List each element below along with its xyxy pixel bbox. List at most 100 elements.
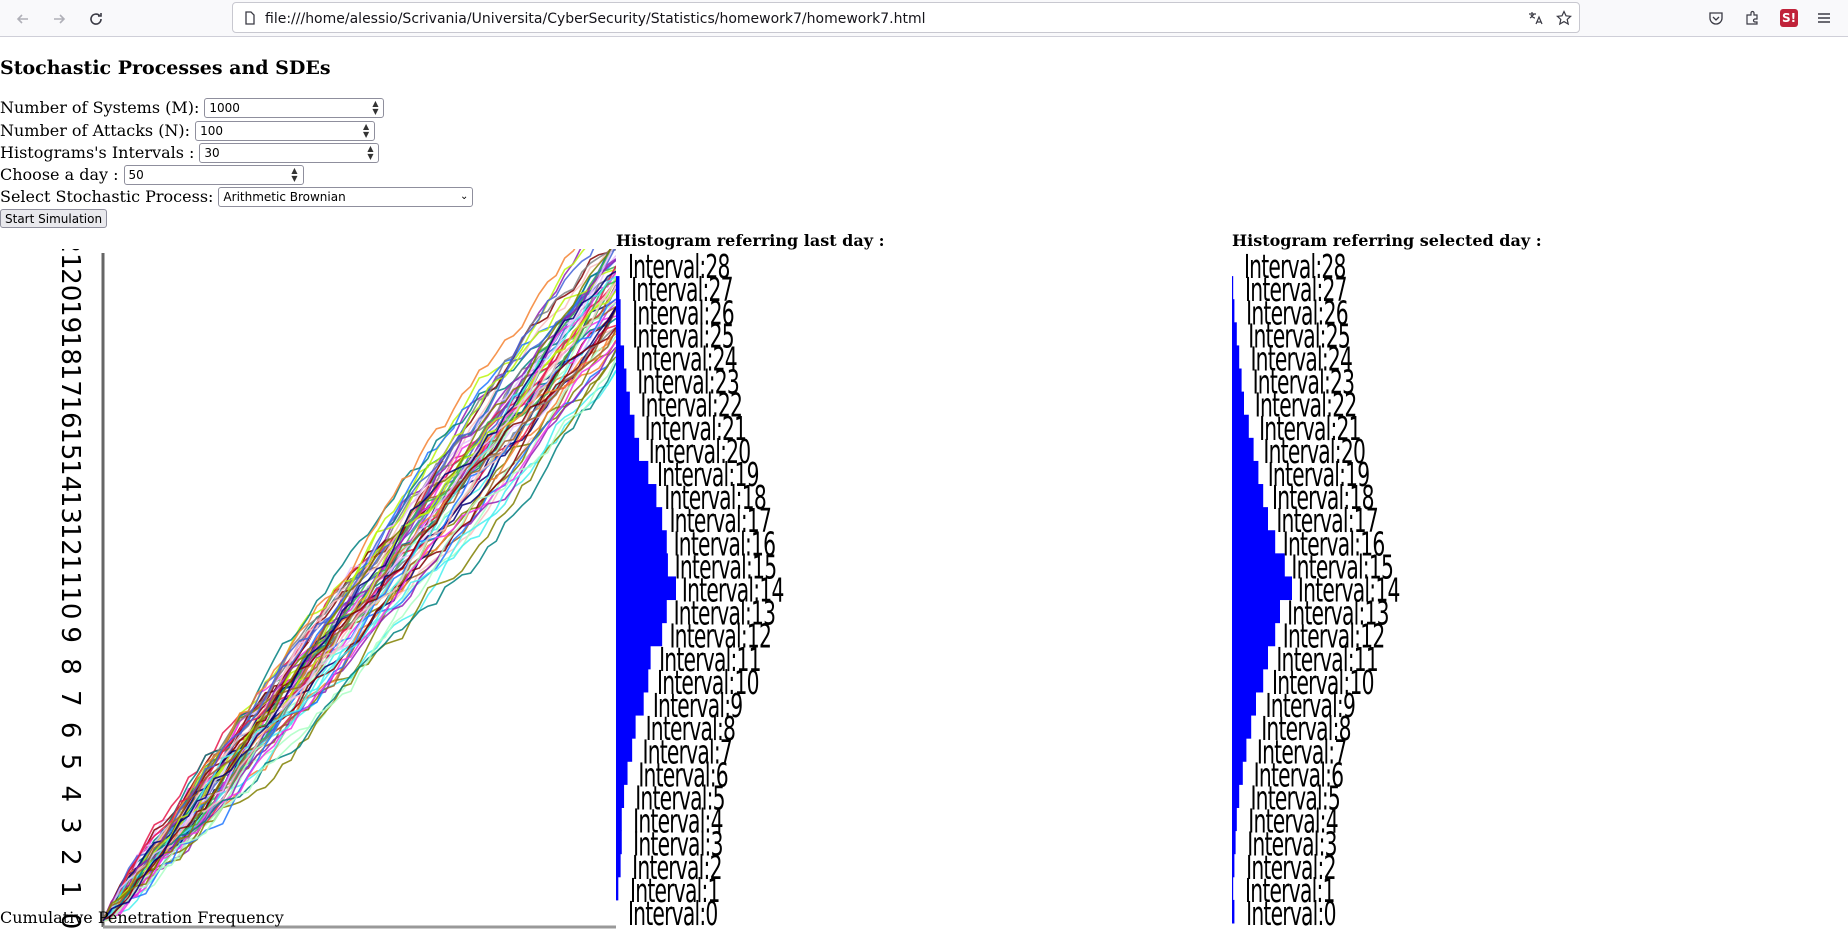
histogram-bar <box>616 830 622 855</box>
series-line <box>102 270 616 922</box>
histogram-bar <box>1232 391 1244 416</box>
histogram-label: Interval:3 <box>633 827 723 864</box>
reload-icon[interactable] <box>84 7 108 31</box>
series-line <box>102 268 616 922</box>
series-line <box>102 326 616 922</box>
spinner-icon[interactable]: ▲ ▼ <box>367 144 374 161</box>
bookmark-star-icon[interactable] <box>1556 10 1572 26</box>
histogram-bar <box>1232 576 1292 601</box>
series-line <box>102 306 616 922</box>
spinner-icon[interactable]: ▲ ▼ <box>372 99 379 116</box>
histogram-label: Interval:7 <box>1257 734 1347 771</box>
spinner-icon[interactable]: ▲ ▼ <box>291 166 298 183</box>
systems-label: Number of Systems (M): <box>0 98 200 117</box>
y-tick-label: 9 <box>55 626 85 643</box>
systems-input[interactable]: 1000 ▲ ▼ <box>204 98 385 118</box>
back-icon[interactable] <box>11 7 35 31</box>
y-tick-label: 17 <box>55 364 85 397</box>
histogram-label: Interval:27 <box>1245 272 1347 309</box>
histogram-bar <box>616 322 621 346</box>
page-icon <box>245 11 255 25</box>
histogram-bar <box>1232 784 1240 808</box>
series-line <box>102 362 616 922</box>
histogram-label: Interval:12 <box>1283 619 1385 656</box>
y-tick-label: 14 <box>55 459 85 492</box>
start-simulation-button[interactable]: Start Simulation <box>0 209 108 228</box>
spinner-icon[interactable]: ▲ ▼ <box>362 122 370 139</box>
histogram-bar <box>616 414 635 439</box>
histogram-label: Interval:17 <box>669 503 771 540</box>
histogram-bar <box>1232 853 1235 878</box>
histogram-bar <box>616 738 633 762</box>
histogram-label: Interval:21 <box>1259 411 1361 448</box>
histogram-bar <box>1232 668 1264 693</box>
histogram-label: Interval:16 <box>1283 527 1385 564</box>
y-tick-label: 0 <box>55 913 85 929</box>
menu-icon[interactable] <box>1816 10 1832 26</box>
histogram-label: Interval:25 <box>632 319 734 356</box>
histogram-bar <box>616 807 622 832</box>
y-tick-label: 19 <box>55 300 85 333</box>
histogram-label: Interval:14 <box>682 573 784 610</box>
histogram-label: Interval:19 <box>1268 457 1370 494</box>
attacks-label: Number of Attacks (N): <box>0 121 191 140</box>
histogram-bar <box>616 345 625 370</box>
process-label: Select Stochastic Process: <box>0 187 214 206</box>
day-input[interactable]: 50 ▲ ▼ <box>123 165 304 185</box>
histogram-bar <box>1232 507 1268 531</box>
translate-icon[interactable] <box>1527 10 1543 26</box>
histogram-label: Interval:14 <box>1298 573 1400 610</box>
y-tick-label: 5 <box>55 754 85 771</box>
histogram-label: Interval:0 <box>1246 896 1336 929</box>
histogram-label: Interval:20 <box>649 434 751 471</box>
y-tick-label: 4 <box>55 785 85 802</box>
day-value: 50 <box>128 168 144 182</box>
histogram-label: Interval:9 <box>1266 688 1356 725</box>
y-tick-label: 20 <box>55 268 85 301</box>
histogram-label: Interval:18 <box>664 480 766 517</box>
histogram-bar <box>1232 807 1237 832</box>
histogram-label: Interval:9 <box>653 688 743 725</box>
histogram-label: Interval:3 <box>1247 827 1337 864</box>
forward-icon[interactable] <box>47 7 71 31</box>
histogram-label: Interval:7 <box>642 734 732 771</box>
histogram-bar <box>616 761 628 785</box>
histogram-bar <box>1232 322 1237 346</box>
process-select[interactable]: Arithmetic Brownian ⌄ <box>218 187 474 207</box>
intervals-input[interactable]: 30 ▲ ▼ <box>199 143 380 163</box>
histogram-bar <box>616 645 651 670</box>
histogram-label: Interval:23 <box>1253 365 1355 402</box>
histogram-bar <box>1232 437 1254 462</box>
pocket-icon[interactable] <box>1708 10 1724 26</box>
histogram-label: Interval:15 <box>675 550 777 587</box>
histogram-label: Interval:17 <box>1276 503 1378 540</box>
day-label: Choose a day : <box>0 165 119 184</box>
histogram-bar <box>1232 553 1285 577</box>
hist-selected-title: Histogram referring selected day : <box>1232 231 1542 250</box>
intervals-row: Histograms's Intervals : 30 ▲ ▼ <box>0 143 380 163</box>
histogram-label: Interval:8 <box>1261 711 1351 748</box>
y-tick-label: 13 <box>55 491 85 524</box>
histogram-label: Interval:26 <box>632 296 734 333</box>
histogram-bar <box>616 391 630 416</box>
page-title: Stochastic Processes and SDEs <box>0 57 331 79</box>
histogram-label: Interval:10 <box>657 665 759 702</box>
y-tick-label: 1 <box>55 881 85 898</box>
process-value: Arithmetic Brownian <box>223 190 346 204</box>
y-tick-label: 16 <box>55 396 85 429</box>
url-bar[interactable]: file:///home/alessio/Scrivania/Universit… <box>232 2 1580 33</box>
histogram-label: Interval:1 <box>630 873 720 910</box>
histogram-label: Interval:16 <box>674 527 776 564</box>
histogram-bar <box>1232 738 1247 762</box>
y-tick-label: 21 <box>55 249 85 270</box>
extension-s-icon[interactable]: S! <box>1780 9 1798 27</box>
histogram-bar <box>1232 761 1243 785</box>
extensions-icon[interactable] <box>1744 10 1760 26</box>
systems-value: 1000 <box>209 101 240 115</box>
histogram-bar <box>616 876 619 901</box>
histogram-bar <box>1232 414 1249 439</box>
histogram-bar <box>616 715 636 739</box>
attacks-input[interactable]: 100 ▲ ▼ <box>195 121 376 141</box>
histogram-bar <box>1232 299 1235 323</box>
